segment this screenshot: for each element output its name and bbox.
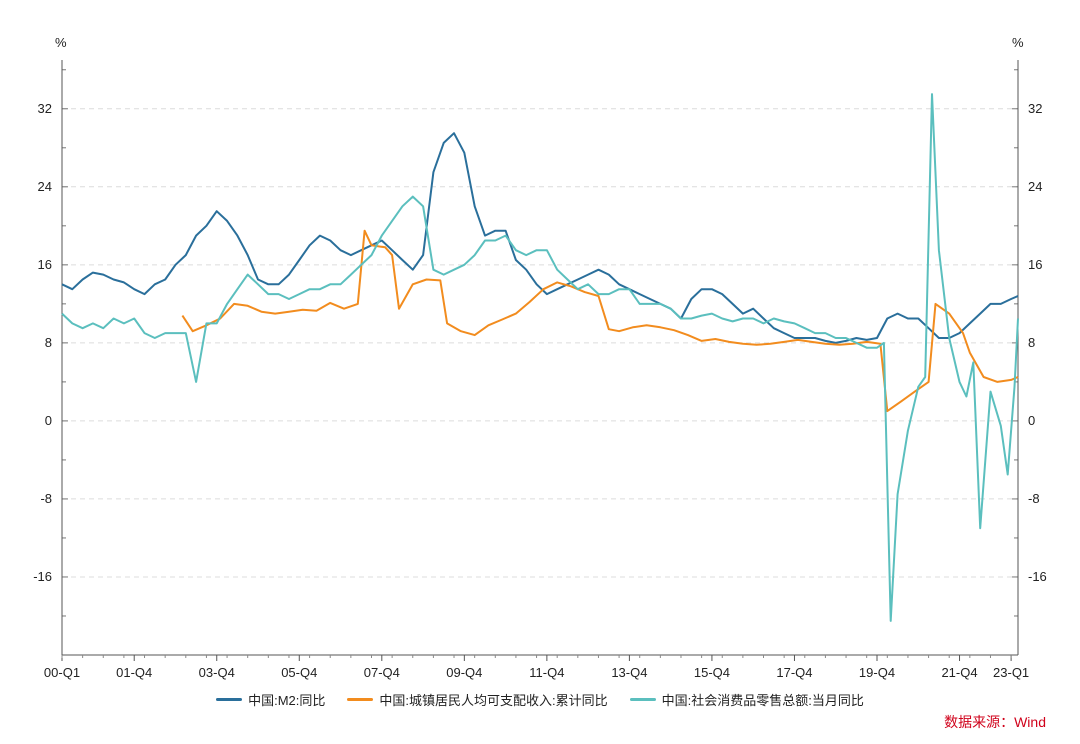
y-tick-label-right: 32 [1028,101,1042,116]
y-tick-label-left: 0 [45,413,52,428]
series-lines [61,93,1019,622]
x-tick-label: 05-Q4 [281,665,317,680]
x-tick-label: 11-Q4 [529,665,564,680]
y-tick-label-right: 8 [1028,335,1035,350]
y-tick-label-left: 32 [38,101,52,116]
x-tick-label: 19-Q4 [859,665,895,680]
x-tick-label: 07-Q4 [364,665,400,680]
x-tick-label: 21-Q4 [941,665,977,680]
legend-label-income: 中国:城镇居民人均可支配收入:累计同比 [379,693,608,708]
x-tick-label: 23-Q1 [993,665,1029,680]
legend-swatch-income [347,698,374,701]
y-tick-label-right: -16 [1028,569,1047,584]
series-line-2 [61,93,1019,622]
legend-swatch-retail [629,698,656,701]
y-tick-label-right: 16 [1028,257,1042,272]
y-tick-label-left: -16 [33,569,52,584]
x-tick-label: 00-Q1 [44,665,80,680]
y-tick-label-left: 24 [38,179,52,194]
x-tick-label: 17-Q4 [776,665,812,680]
series-line-1 [181,229,1019,413]
x-tick-label: 13-Q4 [611,665,647,680]
legend-item-income: 中国:城镇居民人均可支配收入:累计同比 [347,690,608,709]
y-tick-label-right: 0 [1028,413,1035,428]
y-tick-label-left: -8 [40,491,52,506]
legend-item-m2: 中国:M2:同比 [216,690,325,709]
axes: 32 32 24 24 16 16 8 8 0 0 -8 -8 -16 -16 00-Q1 01-Q4 03-Q… [33,60,1047,680]
x-tick-label: 15-Q4 [694,665,730,680]
legend-item-retail: 中国:社会消费品零售总额:当月同比 [629,690,864,709]
legend-label-m2: 中国:M2:同比 [248,693,326,708]
left-axis-unit: % [55,35,67,50]
legend-swatch-m2 [216,698,243,701]
y-tick-label-left: 16 [38,257,52,272]
legend-label-retail: 中国:社会消费品零售总额:当月同比 [661,693,864,708]
x-tick-label: 01-Q4 [116,665,152,680]
data-source-note: 数据来源：Wind [944,714,1046,730]
right-axis-unit: % [1012,35,1024,50]
x-tick-label: 03-Q4 [199,665,235,680]
y-tick-label-right: -8 [1028,491,1040,506]
y-tick-label-left: 8 [45,335,52,350]
series-line-0 [61,132,1019,344]
legend: 中国:M2:同比 中国:城镇居民人均可支配收入:累计同比 中国:社会消费品零售总… [0,690,1080,709]
x-tick-label: 09-Q4 [446,665,482,680]
y-tick-label-right: 24 [1028,179,1042,194]
